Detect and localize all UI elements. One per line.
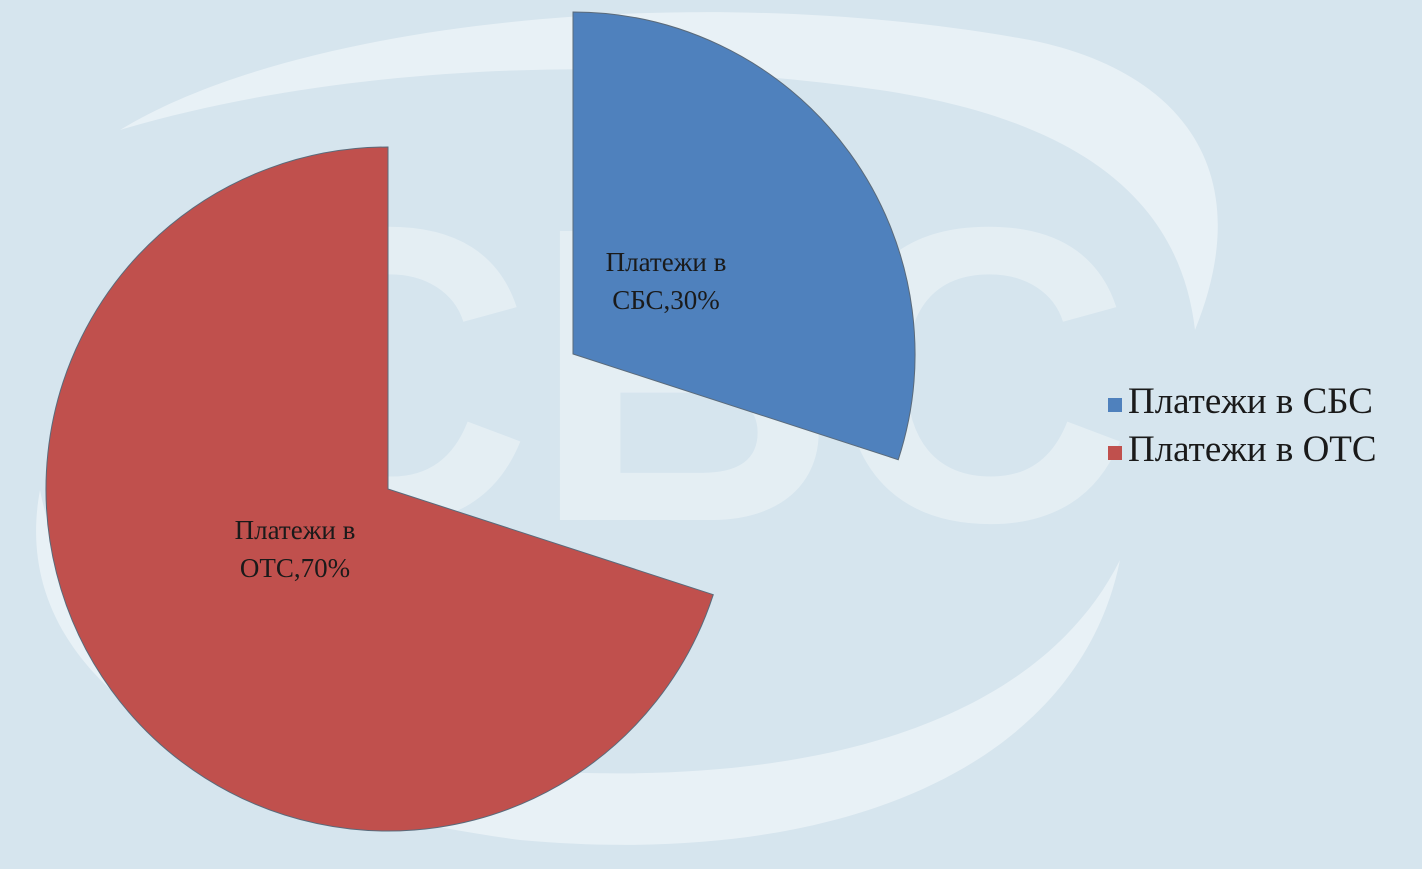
pie-slice-ots: [45, 146, 714, 832]
watermark-swoosh-top: [120, 12, 1218, 330]
legend-item-ots: Платежи в ОТС: [1108, 426, 1377, 474]
legend-swatch-ots: [1108, 446, 1122, 460]
legend: Платежи в СБС Платежи в ОТС: [1108, 378, 1377, 474]
legend-label-sbs: Платежи в СБС: [1128, 381, 1373, 422]
legend-label-ots: Платежи в ОТС: [1128, 429, 1377, 470]
legend-swatch-sbs: [1108, 398, 1122, 412]
pie-slice-sbs: [572, 11, 916, 461]
legend-item-sbs: Платежи в СБС: [1108, 378, 1377, 426]
slice-label-sbs: Платежи в СБС,30%: [606, 247, 727, 315]
slice-label-ots: Платежи в ОТС,70%: [235, 515, 356, 583]
